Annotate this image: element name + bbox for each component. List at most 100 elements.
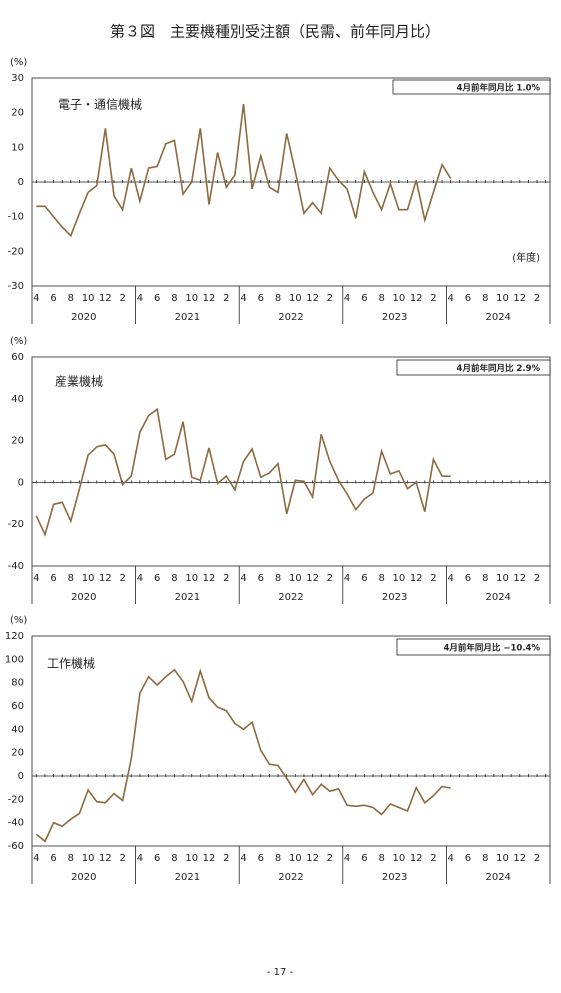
x-tick-label: 12 bbox=[513, 853, 526, 864]
y-tick-label: 20 bbox=[11, 108, 24, 119]
x-tick-label: 2 bbox=[430, 573, 436, 584]
x-tick-label: 10 bbox=[289, 573, 302, 584]
x-tick-label: 8 bbox=[275, 853, 281, 864]
y-tick-label: 60 bbox=[11, 352, 24, 363]
x-tick-label: 2 bbox=[430, 853, 436, 864]
annotation-box bbox=[396, 638, 551, 656]
x-tick-label: 10 bbox=[496, 573, 509, 584]
x-tick-label: 2 bbox=[534, 853, 540, 864]
x-tick-label: 10 bbox=[82, 573, 95, 584]
x-tick-label: 6 bbox=[361, 573, 367, 584]
group-label: 2024 bbox=[485, 592, 510, 603]
x-tick-label: 2 bbox=[430, 293, 436, 304]
x-tick-label: 12 bbox=[306, 293, 319, 304]
x-tick-label: 2 bbox=[119, 573, 125, 584]
x-tick-label: 8 bbox=[482, 573, 488, 584]
y-axis-label: (%) bbox=[10, 336, 27, 347]
x-tick-label: 8 bbox=[68, 573, 74, 584]
x-tick-label: 8 bbox=[482, 853, 488, 864]
annotation-box bbox=[396, 359, 551, 376]
group-label: 2021 bbox=[175, 312, 200, 323]
x-tick-label: 2 bbox=[119, 293, 125, 304]
group-label: 2021 bbox=[175, 592, 200, 603]
x-tick-label: 2 bbox=[327, 573, 333, 584]
y-tick-label: 80 bbox=[11, 678, 24, 689]
x-tick-label: 12 bbox=[410, 573, 423, 584]
x-tick-label: 12 bbox=[410, 293, 423, 304]
x-tick-label: 2 bbox=[119, 853, 125, 864]
x-tick-label: 10 bbox=[185, 853, 198, 864]
y-tick-label: 20 bbox=[11, 748, 24, 759]
x-tick-label: 4 bbox=[344, 853, 350, 864]
x-tick-label: 6 bbox=[258, 293, 264, 304]
series-label: 産業機械 bbox=[55, 374, 103, 389]
series-label: 工作機械 bbox=[47, 656, 95, 671]
x-tick-label: 12 bbox=[306, 853, 319, 864]
x-tick-label: 2 bbox=[534, 573, 540, 584]
x-tick-label: 6 bbox=[361, 853, 367, 864]
x-tick-label: 2 bbox=[223, 293, 229, 304]
y-tick-label: 30 bbox=[11, 73, 24, 84]
x-tick-label: 10 bbox=[496, 293, 509, 304]
plot-frame bbox=[31, 635, 551, 847]
group-label: 2024 bbox=[485, 872, 510, 883]
y-tick-label: 100 bbox=[5, 654, 24, 665]
x-tick-label: 6 bbox=[154, 853, 160, 864]
group-label: 2021 bbox=[175, 872, 200, 883]
data-line bbox=[36, 103, 452, 238]
group-label: 2020 bbox=[71, 592, 96, 603]
plot-frame bbox=[31, 356, 551, 567]
y-tick-label: 0 bbox=[18, 771, 24, 782]
y-tick-label: 0 bbox=[18, 477, 24, 488]
x-tick-label: 4 bbox=[33, 293, 39, 304]
y-tick-label: 40 bbox=[11, 724, 24, 735]
y-tick-label: -10 bbox=[8, 212, 24, 223]
y-tick-label: 120 bbox=[5, 631, 24, 642]
x-tick-label: 12 bbox=[513, 573, 526, 584]
x-tick-label: 12 bbox=[203, 573, 216, 584]
x-tick-label: 8 bbox=[171, 293, 177, 304]
x-tick-label: 10 bbox=[82, 853, 95, 864]
x-tick-label: 10 bbox=[185, 573, 198, 584]
x-tick-label: 8 bbox=[68, 293, 74, 304]
x-tick-label: 10 bbox=[393, 853, 406, 864]
x-tick-label: 12 bbox=[203, 853, 216, 864]
group-label: 2020 bbox=[71, 312, 96, 323]
x-tick-label: 10 bbox=[289, 293, 302, 304]
group-label: 2023 bbox=[382, 872, 407, 883]
x-tick-label: 8 bbox=[378, 853, 384, 864]
y-tick-label: -20 bbox=[8, 246, 24, 257]
x-tick-label: 10 bbox=[185, 293, 198, 304]
x-tick-label: 4 bbox=[344, 573, 350, 584]
x-tick-label: 8 bbox=[171, 573, 177, 584]
x-tick-label: 4 bbox=[344, 293, 350, 304]
x-tick-label: 6 bbox=[258, 853, 264, 864]
x-tick-label: 8 bbox=[378, 573, 384, 584]
x-tick-label: 4 bbox=[240, 293, 246, 304]
x-tick-label: 4 bbox=[33, 573, 39, 584]
x-tick-label: 12 bbox=[99, 853, 112, 864]
x-tick-label: 12 bbox=[513, 293, 526, 304]
group-label: 2023 bbox=[382, 592, 407, 603]
x-tick-label: 10 bbox=[393, 293, 406, 304]
group-label: 2023 bbox=[382, 312, 407, 323]
x-tick-label: 4 bbox=[448, 853, 454, 864]
group-label: 2020 bbox=[71, 872, 96, 883]
y-tick-label: -30 bbox=[8, 281, 24, 292]
x-tick-label: 8 bbox=[275, 293, 281, 304]
series-label: 電子・通信機械 bbox=[58, 97, 142, 112]
annotation: 4月前年同月比 1.0% bbox=[457, 83, 541, 94]
x-tick-label: 4 bbox=[137, 293, 143, 304]
annotation: 4月前年同月比 −10.4% bbox=[444, 643, 541, 654]
x-tick-label: 6 bbox=[361, 293, 367, 304]
x-tick-label: 12 bbox=[99, 293, 112, 304]
data-line bbox=[35, 407, 451, 537]
y-tick-label: 20 bbox=[11, 436, 24, 447]
x-tick-label: 12 bbox=[306, 573, 319, 584]
x-tick-label: 8 bbox=[171, 853, 177, 864]
x-tick-label: 6 bbox=[50, 853, 56, 864]
annotation-box bbox=[392, 79, 551, 95]
group-label: 2022 bbox=[278, 312, 303, 323]
y-tick-label: 60 bbox=[11, 701, 24, 712]
